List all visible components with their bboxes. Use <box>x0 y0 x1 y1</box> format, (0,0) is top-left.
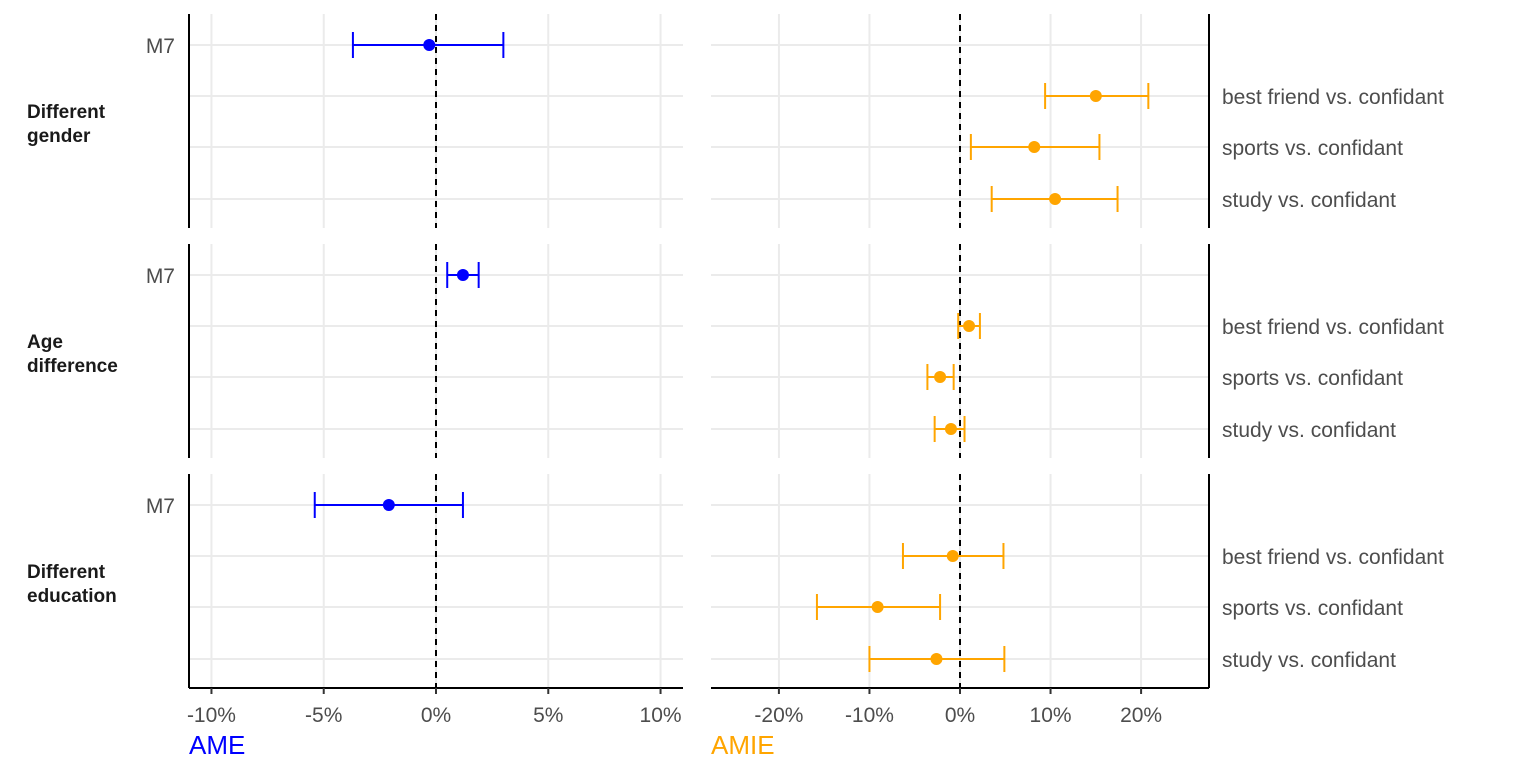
point-estimate-amie-1-1 <box>934 371 947 383</box>
x-tick-label-ame-0: -10% <box>187 704 236 727</box>
point-estimate-amie-1-2 <box>944 423 957 435</box>
point-estimate-amie-0-0 <box>1089 90 1102 102</box>
x-tick-label-ame-4: 10% <box>640 704 682 727</box>
facet-label-1-line-1: difference <box>27 356 118 377</box>
facet-label-2-line-1: education <box>27 586 117 607</box>
x-tick-label-amie-3: 10% <box>1030 704 1072 727</box>
row-label-amie-2-1: best friend vs. confidant <box>1222 546 1444 569</box>
x-axis-title-amie: AMIE <box>711 730 775 760</box>
point-estimate-amie-0-1 <box>1028 141 1041 153</box>
point-estimate-ame-2-0 <box>382 499 395 511</box>
x-tick-label-ame-3: 5% <box>533 704 563 727</box>
x-axis-title-ame: AME <box>189 730 245 760</box>
row-label-amie-0-1: best friend vs. confidant <box>1222 86 1444 109</box>
point-estimate-amie-2-2 <box>930 653 943 665</box>
row-label-ame-2-0: M7 <box>146 495 175 518</box>
point-estimate-amie-0-2 <box>1049 193 1062 205</box>
point-estimate-ame-0-0 <box>423 39 436 51</box>
x-tick-label-amie-1: -10% <box>845 704 894 727</box>
row-label-amie-1-3: study vs. confidant <box>1222 419 1396 442</box>
row-label-amie-1-1: best friend vs. confidant <box>1222 316 1444 339</box>
row-label-ame-1-0: M7 <box>146 265 175 288</box>
facet-label-0-line-1: gender <box>27 126 91 147</box>
row-label-amie-2-3: study vs. confidant <box>1222 649 1396 672</box>
point-estimate-ame-1-0 <box>456 269 469 281</box>
row-label-amie-0-3: study vs. confidant <box>1222 189 1396 212</box>
point-estimate-amie-1-0 <box>963 320 976 332</box>
row-label-amie-0-2: sports vs. confidant <box>1222 137 1403 160</box>
point-estimate-amie-2-1 <box>871 601 884 613</box>
point-estimate-amie-2-0 <box>946 550 959 562</box>
x-tick-label-amie-4: 20% <box>1120 704 1162 727</box>
x-tick-label-amie-0: -20% <box>754 704 803 727</box>
x-tick-label-ame-1: -5% <box>305 704 342 727</box>
row-label-amie-1-2: sports vs. confidant <box>1222 367 1403 390</box>
row-label-ame-0-0: M7 <box>146 35 175 58</box>
facet-label-0-line-0: Different <box>27 102 106 123</box>
x-tick-label-amie-2: 0% <box>945 704 975 727</box>
facet-label-2-line-0: Different <box>27 562 106 583</box>
row-label-amie-2-2: sports vs. confidant <box>1222 597 1403 620</box>
facet-label-1-line-0: Age <box>27 332 63 353</box>
x-tick-label-ame-2: 0% <box>421 704 451 727</box>
